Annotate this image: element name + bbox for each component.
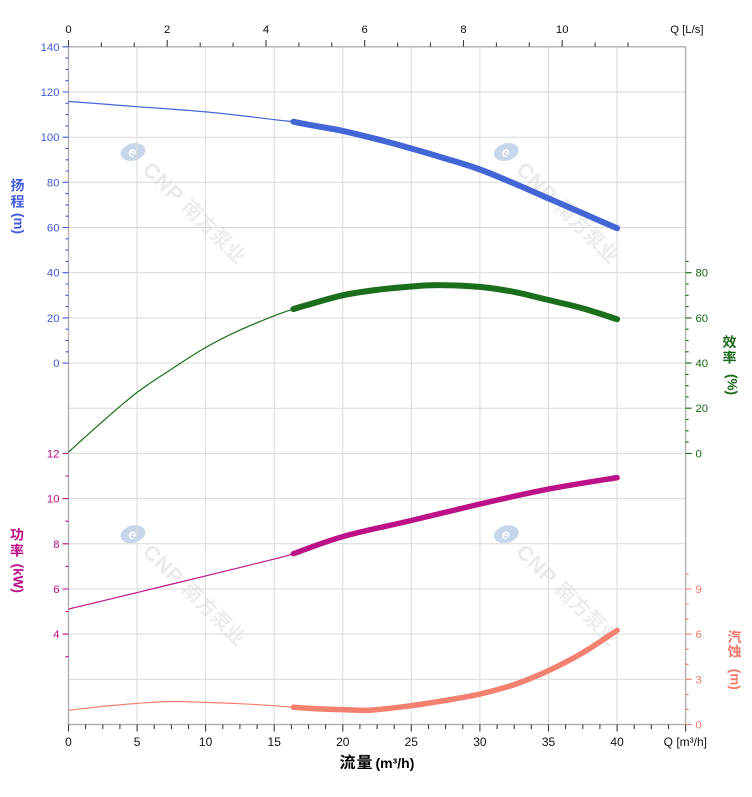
svg-text:15: 15: [268, 735, 282, 749]
svg-text:(kW): (kW): [11, 564, 26, 593]
svg-text:12: 12: [47, 448, 60, 460]
svg-text:25: 25: [405, 735, 419, 749]
svg-text:35: 35: [542, 735, 556, 749]
svg-text:3: 3: [696, 674, 702, 686]
svg-text:10: 10: [199, 735, 213, 749]
svg-text:0: 0: [53, 358, 59, 370]
svg-text:40: 40: [696, 358, 709, 370]
svg-text:4: 4: [53, 629, 59, 641]
svg-text:(m): (m): [728, 669, 743, 690]
svg-text:8: 8: [53, 539, 59, 551]
svg-text:5: 5: [134, 735, 141, 749]
svg-text:6: 6: [362, 24, 368, 36]
svg-text:10: 10: [47, 494, 60, 506]
svg-text:60: 60: [47, 223, 60, 235]
svg-text:20: 20: [47, 313, 60, 325]
svg-text:30: 30: [473, 735, 487, 749]
svg-text:0: 0: [65, 735, 72, 749]
svg-text:140: 140: [41, 42, 60, 54]
svg-text:6: 6: [696, 629, 702, 641]
svg-text:8: 8: [460, 24, 466, 36]
svg-text:120: 120: [41, 87, 60, 99]
svg-text:10: 10: [556, 24, 569, 36]
svg-text:60: 60: [696, 313, 709, 325]
svg-text:100: 100: [41, 132, 60, 144]
svg-text:(%): (%): [725, 374, 740, 395]
svg-text:80: 80: [696, 268, 709, 280]
svg-text:0: 0: [696, 448, 702, 460]
svg-text:4: 4: [263, 24, 269, 36]
svg-text:40: 40: [47, 268, 60, 280]
svg-text:9: 9: [696, 584, 702, 596]
svg-text:20: 20: [336, 735, 350, 749]
svg-text:(m³/h): (m³/h): [376, 755, 415, 771]
svg-text:(m): (m): [11, 213, 26, 234]
svg-text:Q [m³/h]: Q [m³/h]: [664, 735, 707, 749]
svg-text:Q [L/s]: Q [L/s]: [670, 24, 703, 36]
svg-text:0: 0: [696, 720, 702, 732]
svg-text:0: 0: [65, 24, 71, 36]
svg-text:6: 6: [53, 584, 59, 596]
svg-text:20: 20: [696, 403, 709, 415]
svg-text:80: 80: [47, 177, 60, 189]
svg-text:2: 2: [164, 24, 170, 36]
svg-text:40: 40: [610, 735, 624, 749]
